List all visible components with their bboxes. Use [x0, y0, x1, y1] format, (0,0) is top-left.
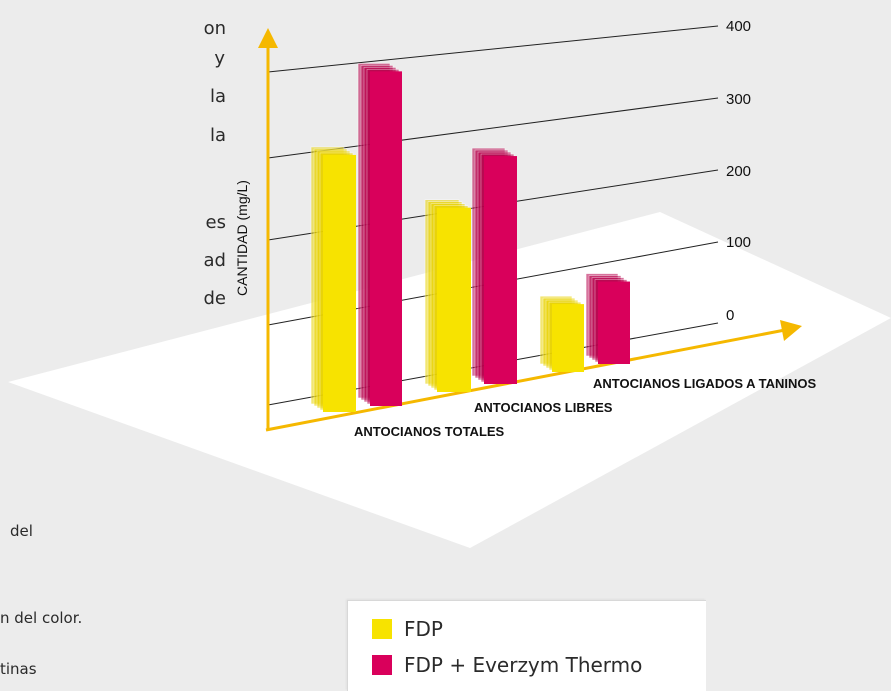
bar-0-0: [310, 146, 356, 412]
axes: [258, 28, 802, 432]
y-tick-label-200: 200: [726, 163, 751, 180]
category-labels: ANTOCIANOS TOTALES ANTOCIANOS LIBRES ANTOC…: [354, 376, 817, 439]
category-label-0: ANTOCIANOS TOTALES: [354, 424, 505, 439]
bar-face-2-0: [552, 304, 584, 372]
background-text-2: y: [214, 48, 225, 69]
tick-labels: 0 100 200 300 400: [726, 18, 751, 324]
background-text-8: del: [10, 522, 33, 540]
bar-0-1: [357, 63, 402, 406]
y-tick-label-300: 300: [726, 91, 751, 108]
gridline-4: [267, 25, 719, 73]
y-axis-label: CANTIDAD (mg/L): [234, 180, 250, 296]
background-text-3: la: [209, 86, 226, 107]
bar-1-1: [471, 147, 517, 384]
legend-label-fdp: FDP: [404, 617, 443, 641]
background-text-5: es: [205, 212, 226, 233]
legend-swatch-fdp: [372, 619, 392, 639]
y-tick-label-0: 0: [726, 307, 734, 324]
legend-item-fdp: FDP: [372, 617, 443, 641]
x-axis-arrow: [780, 320, 802, 341]
background-text-1: on: [203, 18, 226, 39]
bar-face-0-1: [370, 71, 402, 406]
category-label-1: ANTOCIANOS LIBRES: [474, 400, 613, 415]
legend-swatch-fdp-everzym: [372, 655, 392, 675]
category-label-2: ANTOCIANOS LIGADOS A TANINOS: [593, 376, 817, 391]
y-tick-label-100: 100: [726, 234, 751, 251]
bar-face-1-0: [437, 207, 471, 392]
y-tick-label-400: 400: [726, 18, 751, 35]
background-text-10: tinas: [0, 660, 37, 678]
background-text-4: la: [209, 125, 226, 146]
bar-1-0: [424, 199, 471, 392]
bar-face-2-1: [598, 281, 630, 364]
bar-2-0: [539, 295, 584, 372]
bar-face-0-0: [323, 154, 356, 412]
background-text-9: n del color.: [0, 609, 83, 627]
background-text-6: ad: [203, 250, 226, 271]
bars: [310, 63, 630, 412]
x-axis-line: [265, 328, 786, 432]
legend-label-fdp-everzym: FDP + Everzym Thermo: [404, 653, 643, 677]
bar-face-1-1: [484, 156, 517, 384]
y-axis-arrow: [258, 28, 278, 48]
legend-item-fdp-everzym: FDP + Everzym Thermo: [372, 653, 642, 677]
legend: FDP FDP + Everzym Thermo: [347, 600, 706, 691]
background-text-7: de: [203, 288, 227, 309]
bar-2-1: [585, 273, 630, 364]
